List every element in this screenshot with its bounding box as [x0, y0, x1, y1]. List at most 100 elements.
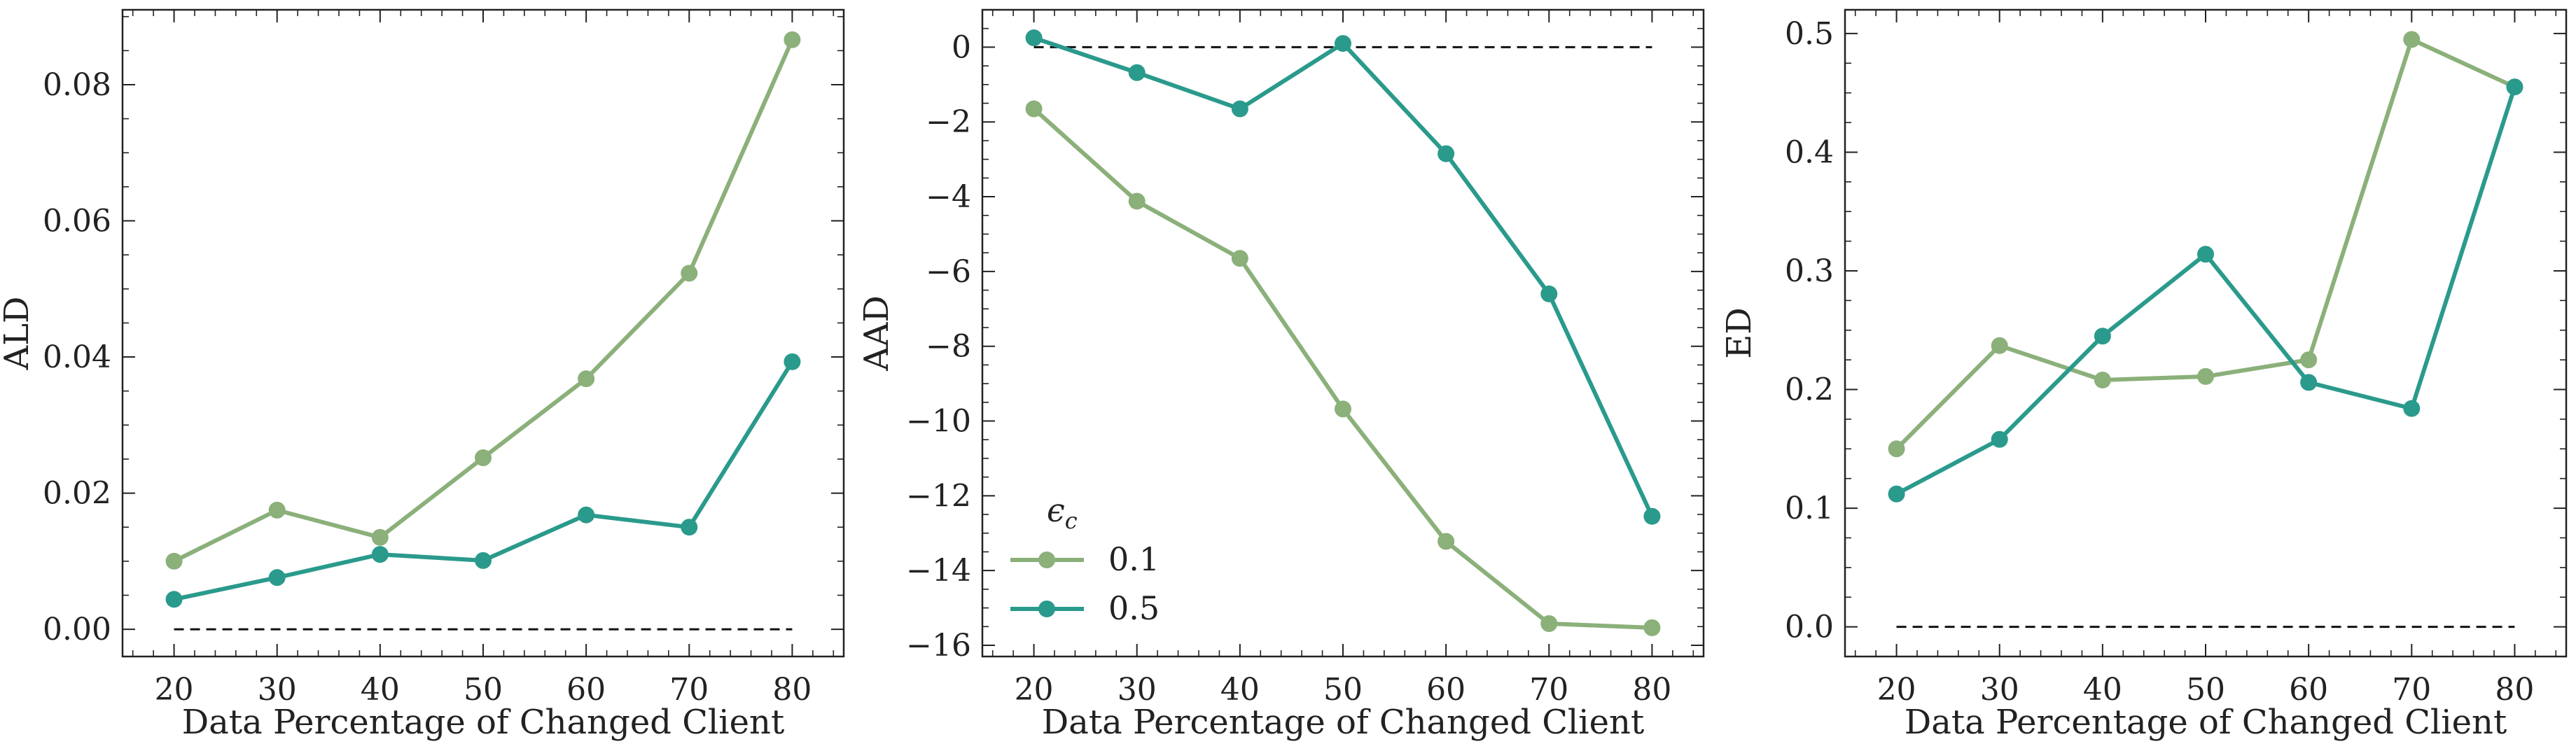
- chart-panel-3: 20 30 40 50 60 70 80 0.0 0.1 0.2 0.3 0.4 0.5 Data Per…: [1720, 8, 2568, 742]
- series-point-0-1: [2094, 371, 2111, 388]
- series-point-0-1: [268, 501, 286, 519]
- x-tick-label: 50: [1323, 672, 1363, 708]
- y-tick-label: 0: [952, 29, 971, 65]
- legend-title: ϵc: [1047, 491, 1078, 534]
- y-tick-label: −2: [926, 104, 971, 140]
- x-axis-label: Data Percentage of Changed Client: [1905, 703, 2507, 742]
- series-point-0-5: [2197, 246, 2214, 263]
- series-point-0-5: [2300, 374, 2318, 391]
- x-tick-label: 80: [2495, 672, 2534, 708]
- legend-label: 0.5: [1108, 589, 1160, 627]
- series-point-0-1: [1025, 100, 1043, 118]
- series-point-0-1: [1540, 615, 1558, 632]
- y-tick-label: 0.04: [43, 339, 111, 375]
- series-point-0-1: [165, 552, 183, 570]
- series-line-0-5: [1895, 86, 2517, 496]
- series-point-0-1: [2403, 31, 2421, 48]
- x-tick-label: 70: [2392, 672, 2431, 708]
- y-tick-label: −4: [926, 179, 971, 215]
- series-point-0-1: [578, 370, 595, 388]
- series-point-0-5: [1231, 100, 1248, 118]
- x-tick-label: 30: [1118, 672, 1157, 708]
- legend-label: 0.1: [1108, 540, 1160, 578]
- y-tick-label: −6: [926, 254, 971, 290]
- y-axis-label: ED: [1720, 307, 1759, 359]
- axes-frame: [1844, 8, 2568, 658]
- x-tick-label: 20: [1877, 672, 1916, 708]
- x-tick-label: 40: [361, 672, 400, 708]
- series-point-0-1: [475, 449, 492, 466]
- y-tick-label: −8: [926, 329, 971, 365]
- series-line-0-5: [1033, 36, 1655, 517]
- y-tick-label: 0.00: [43, 612, 111, 647]
- legend-marker: [1038, 601, 1055, 617]
- series-point-0-5: [1643, 507, 1661, 525]
- series-point-0-5: [1025, 29, 1043, 47]
- series-point-0-5: [1335, 35, 1351, 52]
- series-point-0-5: [2094, 328, 2111, 345]
- series-point-0-5: [1540, 285, 1558, 302]
- x-tick-label: 50: [464, 672, 503, 708]
- series-point-0-5: [268, 569, 286, 587]
- x-tick-label: 20: [155, 672, 194, 708]
- y-axis-label: AAD: [857, 295, 896, 372]
- y-tick-label: −12: [906, 478, 971, 514]
- y-tick-label: 0.3: [1785, 253, 1834, 289]
- x-axis-label: Data Percentage of Changed Client: [182, 703, 785, 742]
- series-point-0-1: [1991, 337, 2008, 354]
- legend-marker: [1038, 552, 1055, 568]
- y-axis-label: ALD: [0, 296, 36, 370]
- series-line-0-1: [1895, 37, 2516, 451]
- series-point-0-1: [1335, 400, 1351, 418]
- legend: ϵc 0.1 0.5: [1010, 491, 1160, 627]
- x-tick-label: 60: [2289, 672, 2328, 708]
- x-tick-label: 30: [258, 672, 297, 708]
- x-tick-label: 80: [772, 672, 812, 708]
- series-line-0-1: [173, 38, 795, 563]
- y-tick-label: 0.2: [1785, 372, 1834, 408]
- series-point-0-5: [475, 552, 492, 569]
- x-tick-label: 70: [1529, 672, 1568, 708]
- series-point-0-5: [1888, 485, 1905, 503]
- series-point-0-1: [1888, 440, 1905, 458]
- series-point-0-5: [2506, 78, 2523, 96]
- series-point-0-5: [371, 546, 389, 563]
- series-point-0-5: [2403, 400, 2421, 417]
- x-tick-label: 40: [2083, 672, 2122, 708]
- series-point-0-1: [2197, 367, 2214, 385]
- series-point-0-5: [1437, 145, 1455, 162]
- x-tick-label: 20: [1015, 672, 1054, 708]
- series-point-0-1: [371, 528, 389, 546]
- series-point-0-1: [784, 31, 801, 48]
- y-tick-label: 0.06: [43, 204, 111, 239]
- y-tick-label: −14: [906, 553, 971, 589]
- x-tick-label: 50: [2186, 672, 2225, 708]
- y-tick-label: 0.0: [1785, 610, 1834, 645]
- y-tick-label: 0.5: [1785, 16, 1834, 52]
- chart-panel-2: 20 30 40 50 60 70 80 0 −2 −4 −6 −8 −10 −12 −14 −16 Data …: [857, 8, 1705, 742]
- series-point-0-1: [2300, 351, 2318, 369]
- y-tick-label: −10: [906, 404, 971, 440]
- series-point-0-1: [1128, 192, 1146, 210]
- y-tick-label: 0.02: [43, 476, 111, 512]
- series-point-0-1: [1231, 250, 1248, 267]
- axes-frame: [981, 8, 1705, 658]
- y-tick-label: −16: [906, 628, 971, 664]
- series-point-0-5: [578, 506, 595, 524]
- chart-panel-1: 20 30 40 50 60 70 80 0.00 0.02 0.04 0.06 0.08 Data P…: [0, 8, 845, 742]
- series-point-0-5: [681, 519, 698, 536]
- x-tick-label: 30: [1980, 672, 2019, 708]
- x-axis-label: Data Percentage of Changed Client: [1042, 703, 1645, 742]
- y-tick-label: 0.08: [43, 67, 111, 103]
- x-tick-label: 40: [1220, 672, 1260, 708]
- x-tick-label: 70: [669, 672, 709, 708]
- x-tick-label: 80: [1632, 672, 1671, 708]
- series-point-0-1: [681, 265, 698, 282]
- y-tick-label: 0.4: [1785, 134, 1834, 170]
- series-point-0-1: [1437, 533, 1455, 550]
- y-tick-label: 0.1: [1785, 491, 1834, 526]
- x-tick-label: 60: [1426, 672, 1465, 708]
- x-tick-label: 60: [566, 672, 606, 708]
- series-point-0-1: [1643, 619, 1661, 636]
